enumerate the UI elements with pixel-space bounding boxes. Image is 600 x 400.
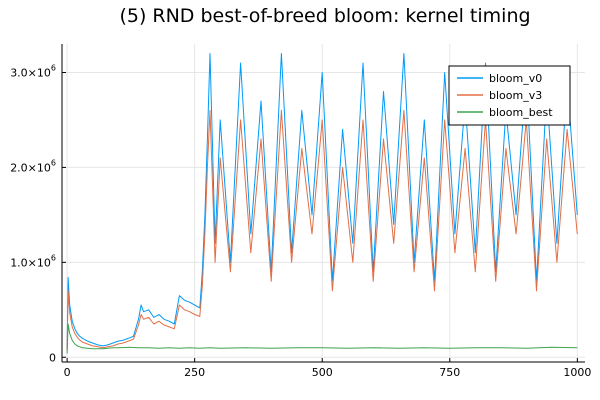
x-tick-label: 250 [184, 366, 205, 379]
plot-series [66, 53, 578, 354]
x-tick-label: 750 [439, 366, 460, 379]
legend-label-bloom_best: bloom_best [489, 106, 553, 119]
x-tick-label: 500 [312, 366, 333, 379]
legend: bloom_v0 bloom_v3 bloom_best [448, 65, 571, 126]
legend-label-bloom_v0: bloom_v0 [489, 72, 542, 85]
series-line-bloom_best [66, 323, 578, 354]
y-tick-label: 3.0×106 [10, 63, 56, 79]
series-line-bloom_v3 [66, 109, 578, 351]
y-tick-label-base: 0 [49, 351, 56, 364]
y-tick-label-base: 3.0×10 [10, 66, 51, 79]
x-tick-label: 1000 [563, 366, 591, 379]
x-tick-label: 0 [64, 366, 71, 379]
y-tick-label: 1.0×106 [10, 253, 56, 269]
y-tick-label-exponent: 6 [51, 158, 56, 167]
series-line-bloom_v0 [66, 53, 578, 350]
y-tick-label: 0 [49, 351, 56, 364]
y-tick-label-base: 2.0×10 [10, 161, 51, 174]
y-tick-label: 2.0×106 [10, 158, 56, 174]
legend-label-bloom_v3: bloom_v3 [489, 89, 542, 102]
chart-title: (5) RND best-of-breed bloom: kernel timi… [119, 5, 530, 27]
y-tick-label-base: 1.0×10 [10, 256, 51, 269]
y-tick-label-exponent: 6 [51, 253, 56, 262]
y-tick-label-exponent: 6 [51, 63, 56, 72]
